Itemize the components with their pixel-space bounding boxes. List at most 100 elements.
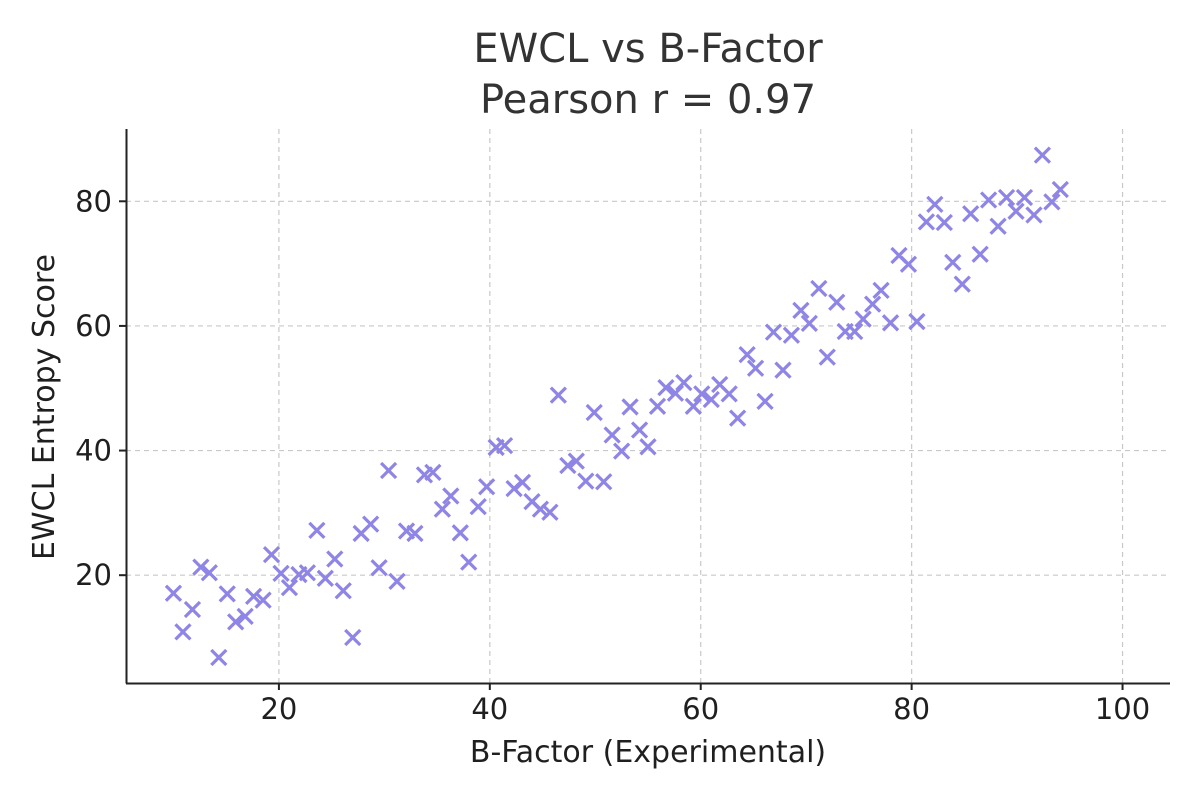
data-point (262, 545, 281, 564)
data-point (451, 524, 469, 542)
data-point (962, 205, 980, 223)
data-point (854, 310, 872, 328)
data-point (200, 564, 218, 582)
data-point (603, 426, 621, 444)
data-point (370, 559, 388, 577)
y-tick-label: 60 (75, 309, 112, 343)
data-point (469, 498, 487, 516)
data-points (164, 146, 1069, 667)
data-point (406, 524, 424, 543)
data-point (174, 623, 192, 641)
y-axis-label: EWCL Entropy Score (27, 254, 62, 560)
data-point (308, 521, 326, 539)
data-point (379, 461, 398, 480)
data-point (639, 438, 657, 456)
data-point (1015, 188, 1034, 207)
data-point (595, 473, 613, 491)
data-point (577, 472, 595, 490)
data-point (971, 245, 989, 263)
data-point (344, 628, 362, 647)
data-point (559, 456, 577, 475)
data-point (280, 579, 299, 597)
axes (125, 129, 1170, 685)
grid-lines (126, 129, 1170, 683)
data-point (782, 326, 801, 344)
data-point (1051, 180, 1069, 199)
x-tick-label: 80 (893, 692, 930, 726)
data-point (1043, 193, 1061, 211)
data-point (298, 564, 317, 582)
data-point (334, 582, 352, 600)
data-point (513, 473, 532, 491)
x-axis-label: B-Factor (Experimental) (470, 735, 826, 770)
data-point (549, 386, 567, 404)
data-point (818, 348, 836, 366)
x-tick-label: 20 (260, 692, 297, 726)
data-point (218, 585, 236, 603)
data-point (648, 397, 667, 415)
data-point (272, 564, 290, 582)
data-point (935, 213, 953, 232)
data-point (1033, 146, 1052, 164)
data-point (792, 301, 810, 319)
data-point (192, 558, 210, 576)
data-point (944, 253, 962, 271)
y-tick-label: 20 (75, 558, 112, 592)
data-point (828, 293, 846, 311)
data-point (729, 409, 747, 427)
data-point (433, 500, 451, 518)
data-point (478, 478, 496, 496)
data-point (979, 191, 998, 209)
y-tick-label: 40 (75, 434, 112, 468)
data-point (460, 553, 478, 571)
data-point (442, 487, 460, 505)
x-tick-label: 100 (1095, 692, 1150, 726)
data-point (531, 500, 550, 518)
data-point (989, 217, 1007, 235)
data-point (899, 255, 918, 273)
data-point (210, 648, 228, 667)
data-point (630, 421, 649, 439)
data-point (720, 385, 738, 403)
data-point (917, 213, 936, 231)
data-point (684, 397, 702, 415)
data-point (495, 436, 514, 455)
x-ticks: 20 40 60 80 100 (260, 683, 1150, 726)
data-point (326, 550, 344, 568)
data-point (953, 275, 971, 293)
data-point (997, 188, 1016, 207)
data-point (810, 279, 828, 298)
x-tick-label: 40 (471, 692, 508, 726)
data-point (774, 361, 792, 379)
y-ticks: 20 40 60 80 (75, 184, 126, 592)
data-point (1007, 202, 1025, 220)
data-point (872, 281, 890, 300)
data-point (702, 390, 720, 409)
data-point (424, 463, 442, 481)
data-point (316, 569, 334, 587)
data-point (621, 398, 639, 416)
data-point (863, 295, 882, 313)
data-point (926, 195, 944, 214)
data-point (693, 385, 711, 403)
data-point (908, 312, 926, 331)
data-point (164, 584, 183, 602)
chart-subtitle: Pearson r = 0.97 (480, 77, 816, 123)
data-point (738, 345, 756, 364)
data-point (244, 587, 263, 606)
data-point (746, 359, 765, 377)
data-point (388, 572, 406, 591)
data-point (567, 452, 585, 470)
data-point (585, 403, 603, 422)
data-point (675, 373, 693, 392)
x-tick-label: 60 (682, 692, 719, 726)
data-point (1025, 206, 1043, 224)
data-point (756, 392, 774, 410)
data-point (881, 314, 900, 332)
data-point (183, 600, 202, 619)
data-point (541, 503, 559, 521)
data-point (657, 378, 675, 397)
data-point (236, 607, 254, 625)
y-tick-label: 80 (75, 184, 112, 218)
